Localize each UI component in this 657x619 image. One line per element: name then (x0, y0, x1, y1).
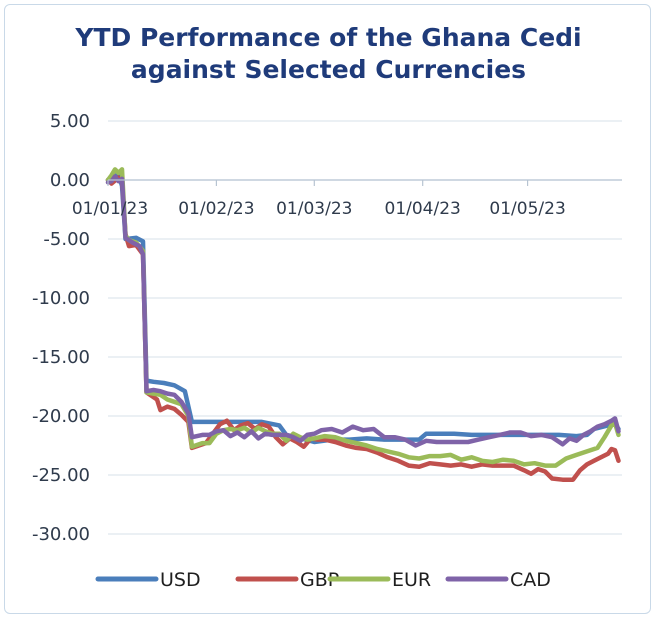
legend: USD GBP EUR CAD (95, 569, 551, 591)
chart-title-line1: YTD Performance of the Ghana Cedi (75, 23, 582, 52)
series-line-cad (105, 174, 621, 448)
y-tick-label: -15.00 (32, 347, 90, 368)
series-lines (105, 167, 621, 482)
legend-label-usd: USD (160, 569, 201, 591)
x-tick-label: 01/01/23 (72, 199, 148, 219)
legend-label-eur: EUR (392, 569, 431, 591)
y-tick-label: 0.00 (50, 170, 90, 191)
chart-frame (4, 4, 651, 614)
x-tick-label: 01/04/23 (385, 199, 461, 219)
y-tick-label: -5.00 (43, 229, 90, 250)
y-tick-label: -20.00 (32, 406, 90, 427)
legend-label-gbp: GBP (300, 569, 339, 591)
y-tick-label: -10.00 (32, 288, 90, 309)
y-tick-label: 5.00 (50, 111, 90, 132)
chart-title-line2: against Selected Currencies (130, 55, 527, 84)
y-tick-label: -25.00 (32, 465, 90, 486)
x-tick-label: 01/05/23 (489, 199, 565, 219)
chart-title: YTD Performance of the Ghana Cedi agains… (0, 22, 657, 86)
x-tick-label: 01/02/23 (178, 199, 254, 219)
y-tick-label: -30.00 (32, 524, 90, 545)
gridlines (108, 120, 622, 535)
y-axis-ticks: 5.00 0.00 -5.00 -10.00 -15.00 -20.00 -25.00 -30… (32, 111, 90, 545)
legend-label-cad: CAD (510, 569, 551, 591)
series-line-eur (105, 167, 621, 468)
x-axis-ticks: 01/01/23 01/02/23 01/03/23 01/04/23 01/05/23 (72, 179, 622, 219)
x-tick-label: 01/03/23 (276, 199, 352, 219)
